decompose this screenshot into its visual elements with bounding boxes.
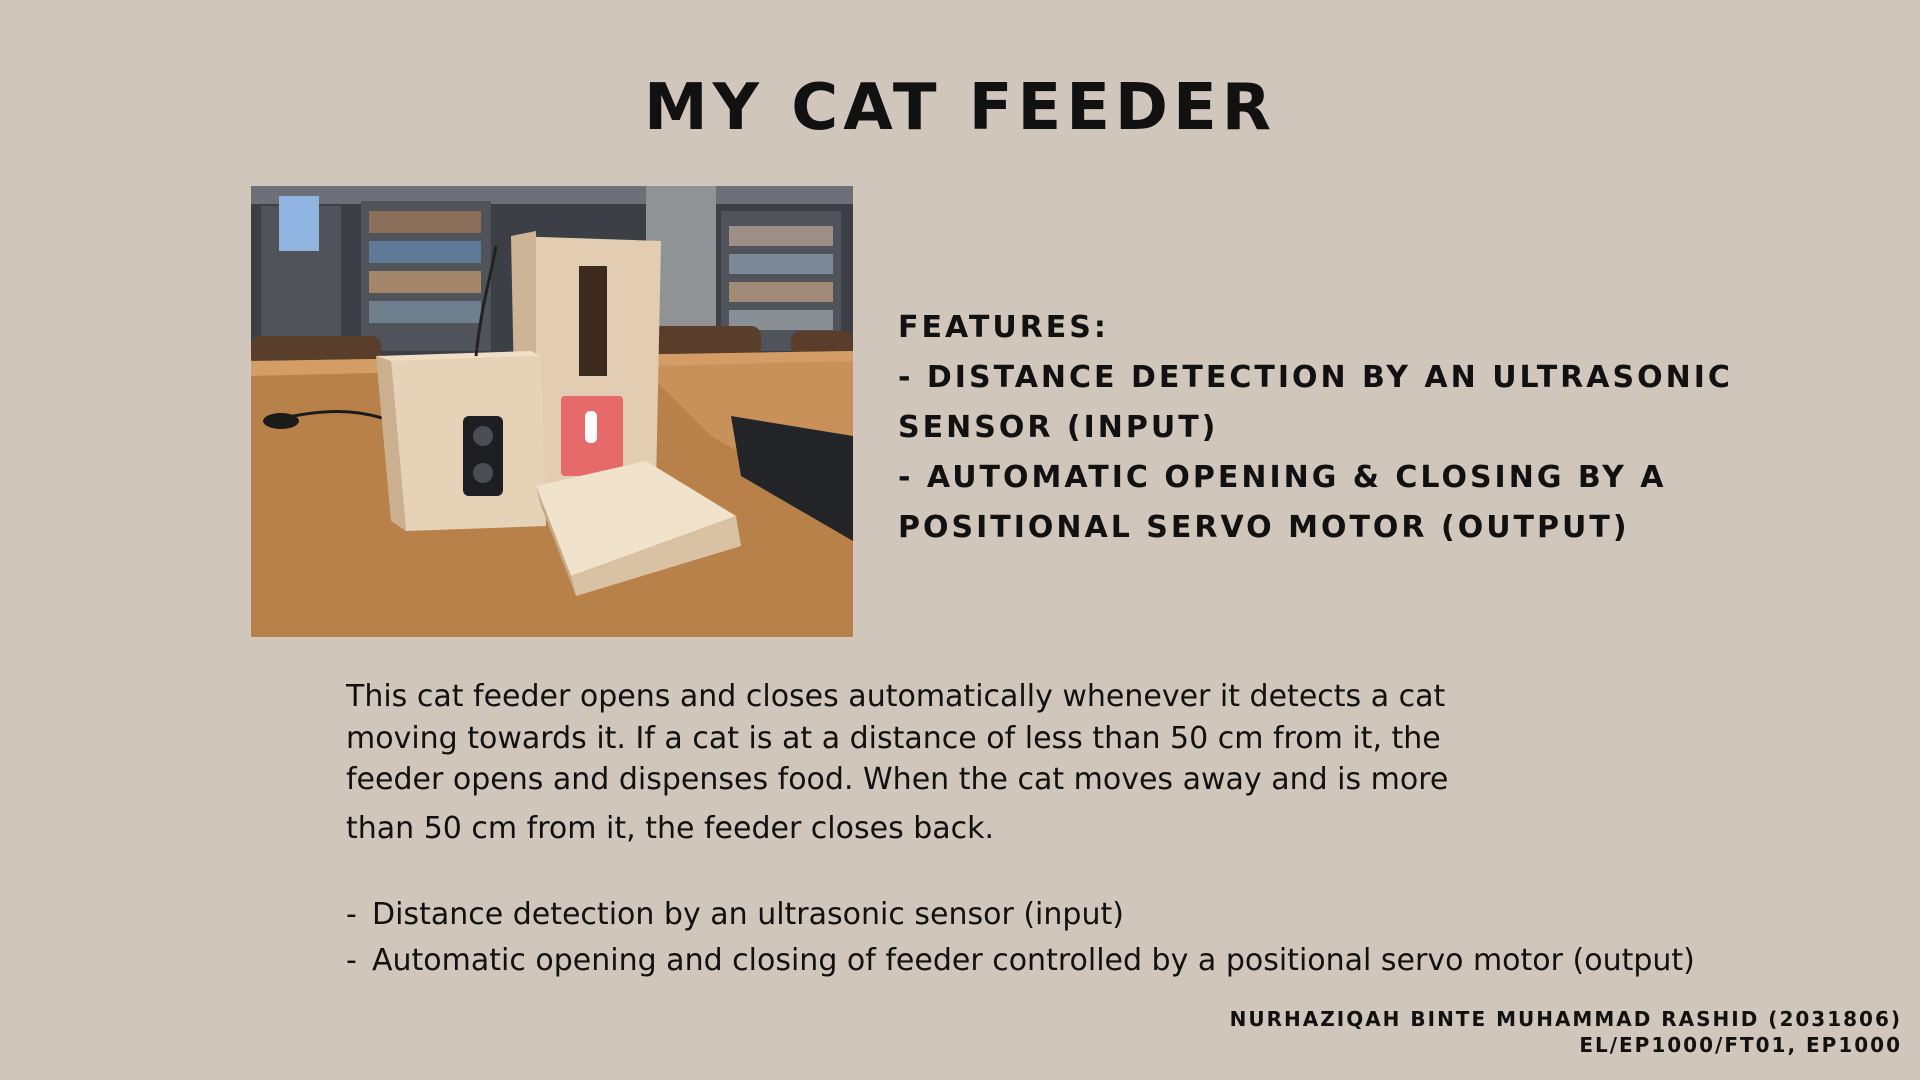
feature-2-line-1: - AUTOMATIC OPENING & CLOSING BY A — [898, 460, 1667, 495]
feature-1-line-1: - DISTANCE DETECTION BY AN ULTRASONIC — [898, 360, 1733, 395]
description-line-4: than 50 cm from it, the feeder closes ba… — [346, 810, 995, 846]
bullet-list: - Distance detection by an ultrasonic sen… — [346, 892, 1846, 984]
bullet-item-1: - Distance detection by an ultrasonic sen… — [346, 892, 1846, 938]
description-line-3: feeder opens and dispenses food. When th… — [346, 762, 1449, 797]
description-line-2: moving towards it. If a cat is at a dist… — [346, 720, 1441, 756]
cat-feeder-photo — [251, 186, 853, 637]
description-line-1: This cat feeder opens and closes automat… — [346, 679, 1446, 714]
author-name: NURHAZIQAH BINTE MUHAMMAD RASHID (203180… — [1229, 1007, 1902, 1031]
course-code: EL/EP1000/FT01, EP1000 — [1579, 1033, 1902, 1057]
feature-2-line-2: POSITIONAL SERVO MOTOR (OUTPUT) — [898, 510, 1630, 545]
description-paragraph: This cat feeder opens and closes automat… — [346, 676, 1546, 849]
bullet-item-2: - Automatic opening and closing of feeder… — [346, 938, 1846, 984]
author-credit: NURHAZIQAH BINTE MUHAMMAD RASHID (203180… — [1230, 1006, 1902, 1058]
bullet-text: Automatic opening and closing of feeder … — [372, 943, 1695, 978]
bullet-text: Distance detection by an ultrasonic sens… — [372, 897, 1124, 932]
features-list: FEATURES: - DISTANCE DETECTION BY AN ULT… — [898, 303, 1778, 553]
bullet-dash: - — [346, 897, 357, 932]
feature-1-line-2: SENSOR (INPUT) — [898, 410, 1219, 445]
bullet-dash: - — [346, 943, 357, 978]
slide-title: MY CAT FEEDER — [643, 71, 1277, 145]
features-heading: FEATURES: — [898, 310, 1109, 345]
